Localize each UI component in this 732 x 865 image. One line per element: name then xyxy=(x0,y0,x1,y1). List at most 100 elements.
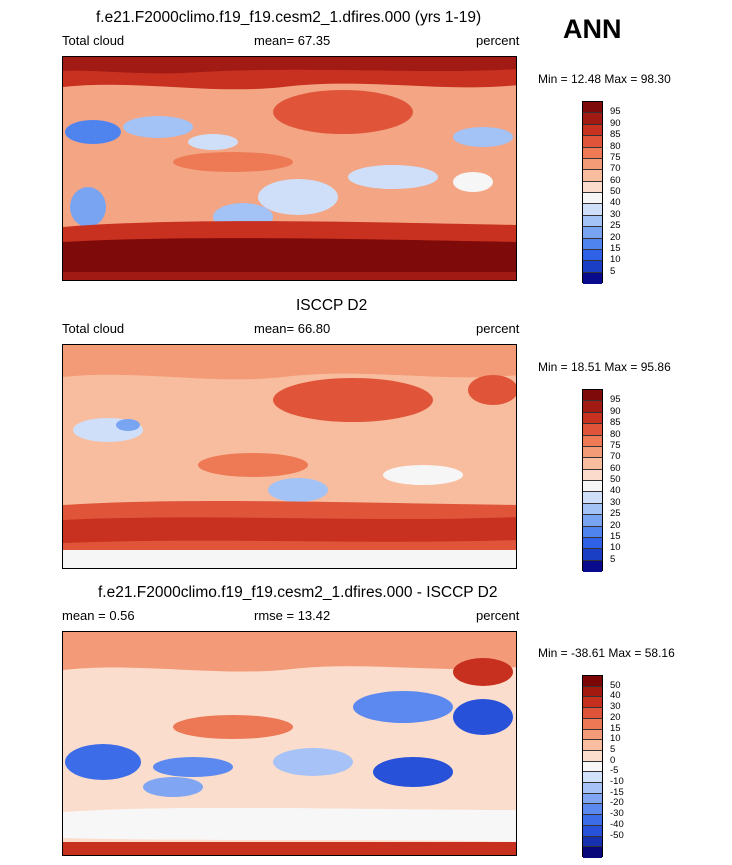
colorbar-cell xyxy=(583,446,602,459)
panel-3-rmse: rmse = 13.42 xyxy=(254,608,331,623)
colorbar-cell xyxy=(583,412,602,425)
colorbar-cell xyxy=(583,686,602,698)
colorbar-cell xyxy=(583,158,602,171)
colorbar-tick-label: -5 xyxy=(610,765,619,777)
colorbar-cell xyxy=(583,815,602,826)
colorbar-cell xyxy=(583,825,602,837)
panel-1-mean: mean= 67.35 xyxy=(254,33,331,48)
colorbar-tick-label: 30 xyxy=(610,208,621,220)
colorbar-cell xyxy=(583,181,602,193)
colorbar-tick-label: 60 xyxy=(610,174,621,186)
colorbar-cell xyxy=(583,676,602,687)
colorbar-tick-label: 50 xyxy=(610,186,621,197)
colorbar-tick-label: -20 xyxy=(610,797,624,809)
panel-1-minmax: Min = 12.48 Max = 98.30 xyxy=(538,72,671,86)
colorbar-cell xyxy=(583,537,602,550)
colorbar-tick-label: -15 xyxy=(610,786,624,798)
colorbar-cell xyxy=(583,424,602,436)
colorbar-cell xyxy=(583,469,602,481)
colorbar-tick-label: 10 xyxy=(610,254,621,266)
colorbar-tick-label: 85 xyxy=(610,129,621,141)
colorbar-tick-label: 5 xyxy=(610,743,616,755)
colorbar-tick-label: 40 xyxy=(610,197,621,209)
season-label: ANN xyxy=(563,14,622,44)
colorbar-tick-label: 70 xyxy=(610,451,621,463)
panel-3-map xyxy=(62,631,517,856)
colorbar-cell xyxy=(583,492,602,504)
panel-2-field xyxy=(63,345,516,568)
colorbar-cell xyxy=(583,227,602,239)
colorbar-tick-label: -40 xyxy=(610,818,624,830)
colorbar-cell xyxy=(583,793,602,805)
colorbar-cell xyxy=(583,740,602,751)
panel-3-title: f.e21.F2000climo.f19_f19.cesm2_1.dfires.… xyxy=(98,584,498,601)
colorbar-cell xyxy=(583,147,602,159)
colorbar-tick-label: 5 xyxy=(610,553,616,565)
colorbar-cell xyxy=(583,503,602,516)
panel-3-mean: mean = 0.56 xyxy=(62,608,135,623)
panel-3-field xyxy=(63,632,516,855)
colorbar-tick-label: 15 xyxy=(610,242,621,254)
colorbar-tick-label: 30 xyxy=(610,701,621,713)
colorbar-tick-label: 0 xyxy=(610,754,616,766)
colorbar-tick-label: 20 xyxy=(610,519,621,531)
colorbar-cell xyxy=(583,261,602,273)
colorbar-tick-label: -50 xyxy=(610,829,624,841)
panel-2-minmax: Min = 18.51 Max = 95.86 xyxy=(538,360,671,374)
colorbar-cell xyxy=(583,836,602,848)
panel-2-variable-label: Total cloud xyxy=(62,321,125,336)
colorbar-cell xyxy=(583,847,602,858)
colorbar-tick-label: 80 xyxy=(610,428,621,440)
colorbar-cell xyxy=(583,549,602,561)
colorbar-cell xyxy=(583,560,602,572)
colorbar-cell xyxy=(583,515,602,527)
panel-2-title: ISCCP D2 xyxy=(296,297,368,314)
panel-1-title: f.e21.F2000climo.f19_f19.cesm2_1.dfires.… xyxy=(96,9,482,26)
panel-3-minmax: Min = -38.61 Max = 58.16 xyxy=(538,646,675,660)
colorbar-tick-label: 15 xyxy=(610,530,621,542)
colorbar-cell xyxy=(583,102,602,114)
colorbar-cell xyxy=(583,750,602,762)
colorbar-cell xyxy=(583,238,602,250)
colorbar-tick-label: 25 xyxy=(610,508,621,520)
colorbar-cell xyxy=(583,458,602,470)
panel-2-map xyxy=(62,344,517,569)
colorbar-cell xyxy=(583,272,602,284)
panel-1-map xyxy=(62,56,517,281)
colorbar-tick-label: 95 xyxy=(610,106,621,118)
colorbar-cell xyxy=(583,204,602,216)
colorbar-tick-label: 50 xyxy=(610,474,621,485)
colorbar-cell xyxy=(583,215,602,228)
colorbar-cell xyxy=(583,708,602,719)
colorbar-cell xyxy=(583,170,602,182)
panel-1-colorbar xyxy=(582,101,603,284)
colorbar-tick-label: 30 xyxy=(610,496,621,508)
colorbar-tick-label: 5 xyxy=(610,265,616,277)
colorbar-cell xyxy=(583,193,602,205)
colorbar-cell xyxy=(583,718,602,730)
panel-3-units: percent xyxy=(476,608,520,623)
colorbar-cell xyxy=(583,729,602,741)
colorbar-tick-label: 75 xyxy=(610,151,621,163)
colorbar-tick-label: 15 xyxy=(610,722,621,734)
colorbar-tick-label: 10 xyxy=(610,733,621,745)
colorbar-tick-label: 95 xyxy=(610,394,621,406)
colorbar-cell xyxy=(583,435,602,447)
panel-1-units: percent xyxy=(476,33,520,48)
colorbar-tick-label: 25 xyxy=(610,220,621,232)
colorbar-cell xyxy=(583,136,602,148)
colorbar-tick-label: 90 xyxy=(610,117,621,129)
colorbar-tick-label: 40 xyxy=(610,485,621,497)
colorbar-tick-label: 70 xyxy=(610,163,621,175)
panel-2-colorbar xyxy=(582,389,603,572)
colorbar-cell xyxy=(583,481,602,493)
colorbar-cell xyxy=(583,113,602,125)
colorbar-tick-label: 85 xyxy=(610,417,621,429)
colorbar-tick-label: -30 xyxy=(610,808,624,820)
colorbar-cell xyxy=(583,124,602,137)
colorbar-cell xyxy=(583,761,602,773)
colorbar-tick-label: 80 xyxy=(610,140,621,152)
colorbar-cell xyxy=(583,249,602,262)
panel-3-colorbar xyxy=(582,675,603,858)
colorbar-tick-label: 90 xyxy=(610,405,621,417)
